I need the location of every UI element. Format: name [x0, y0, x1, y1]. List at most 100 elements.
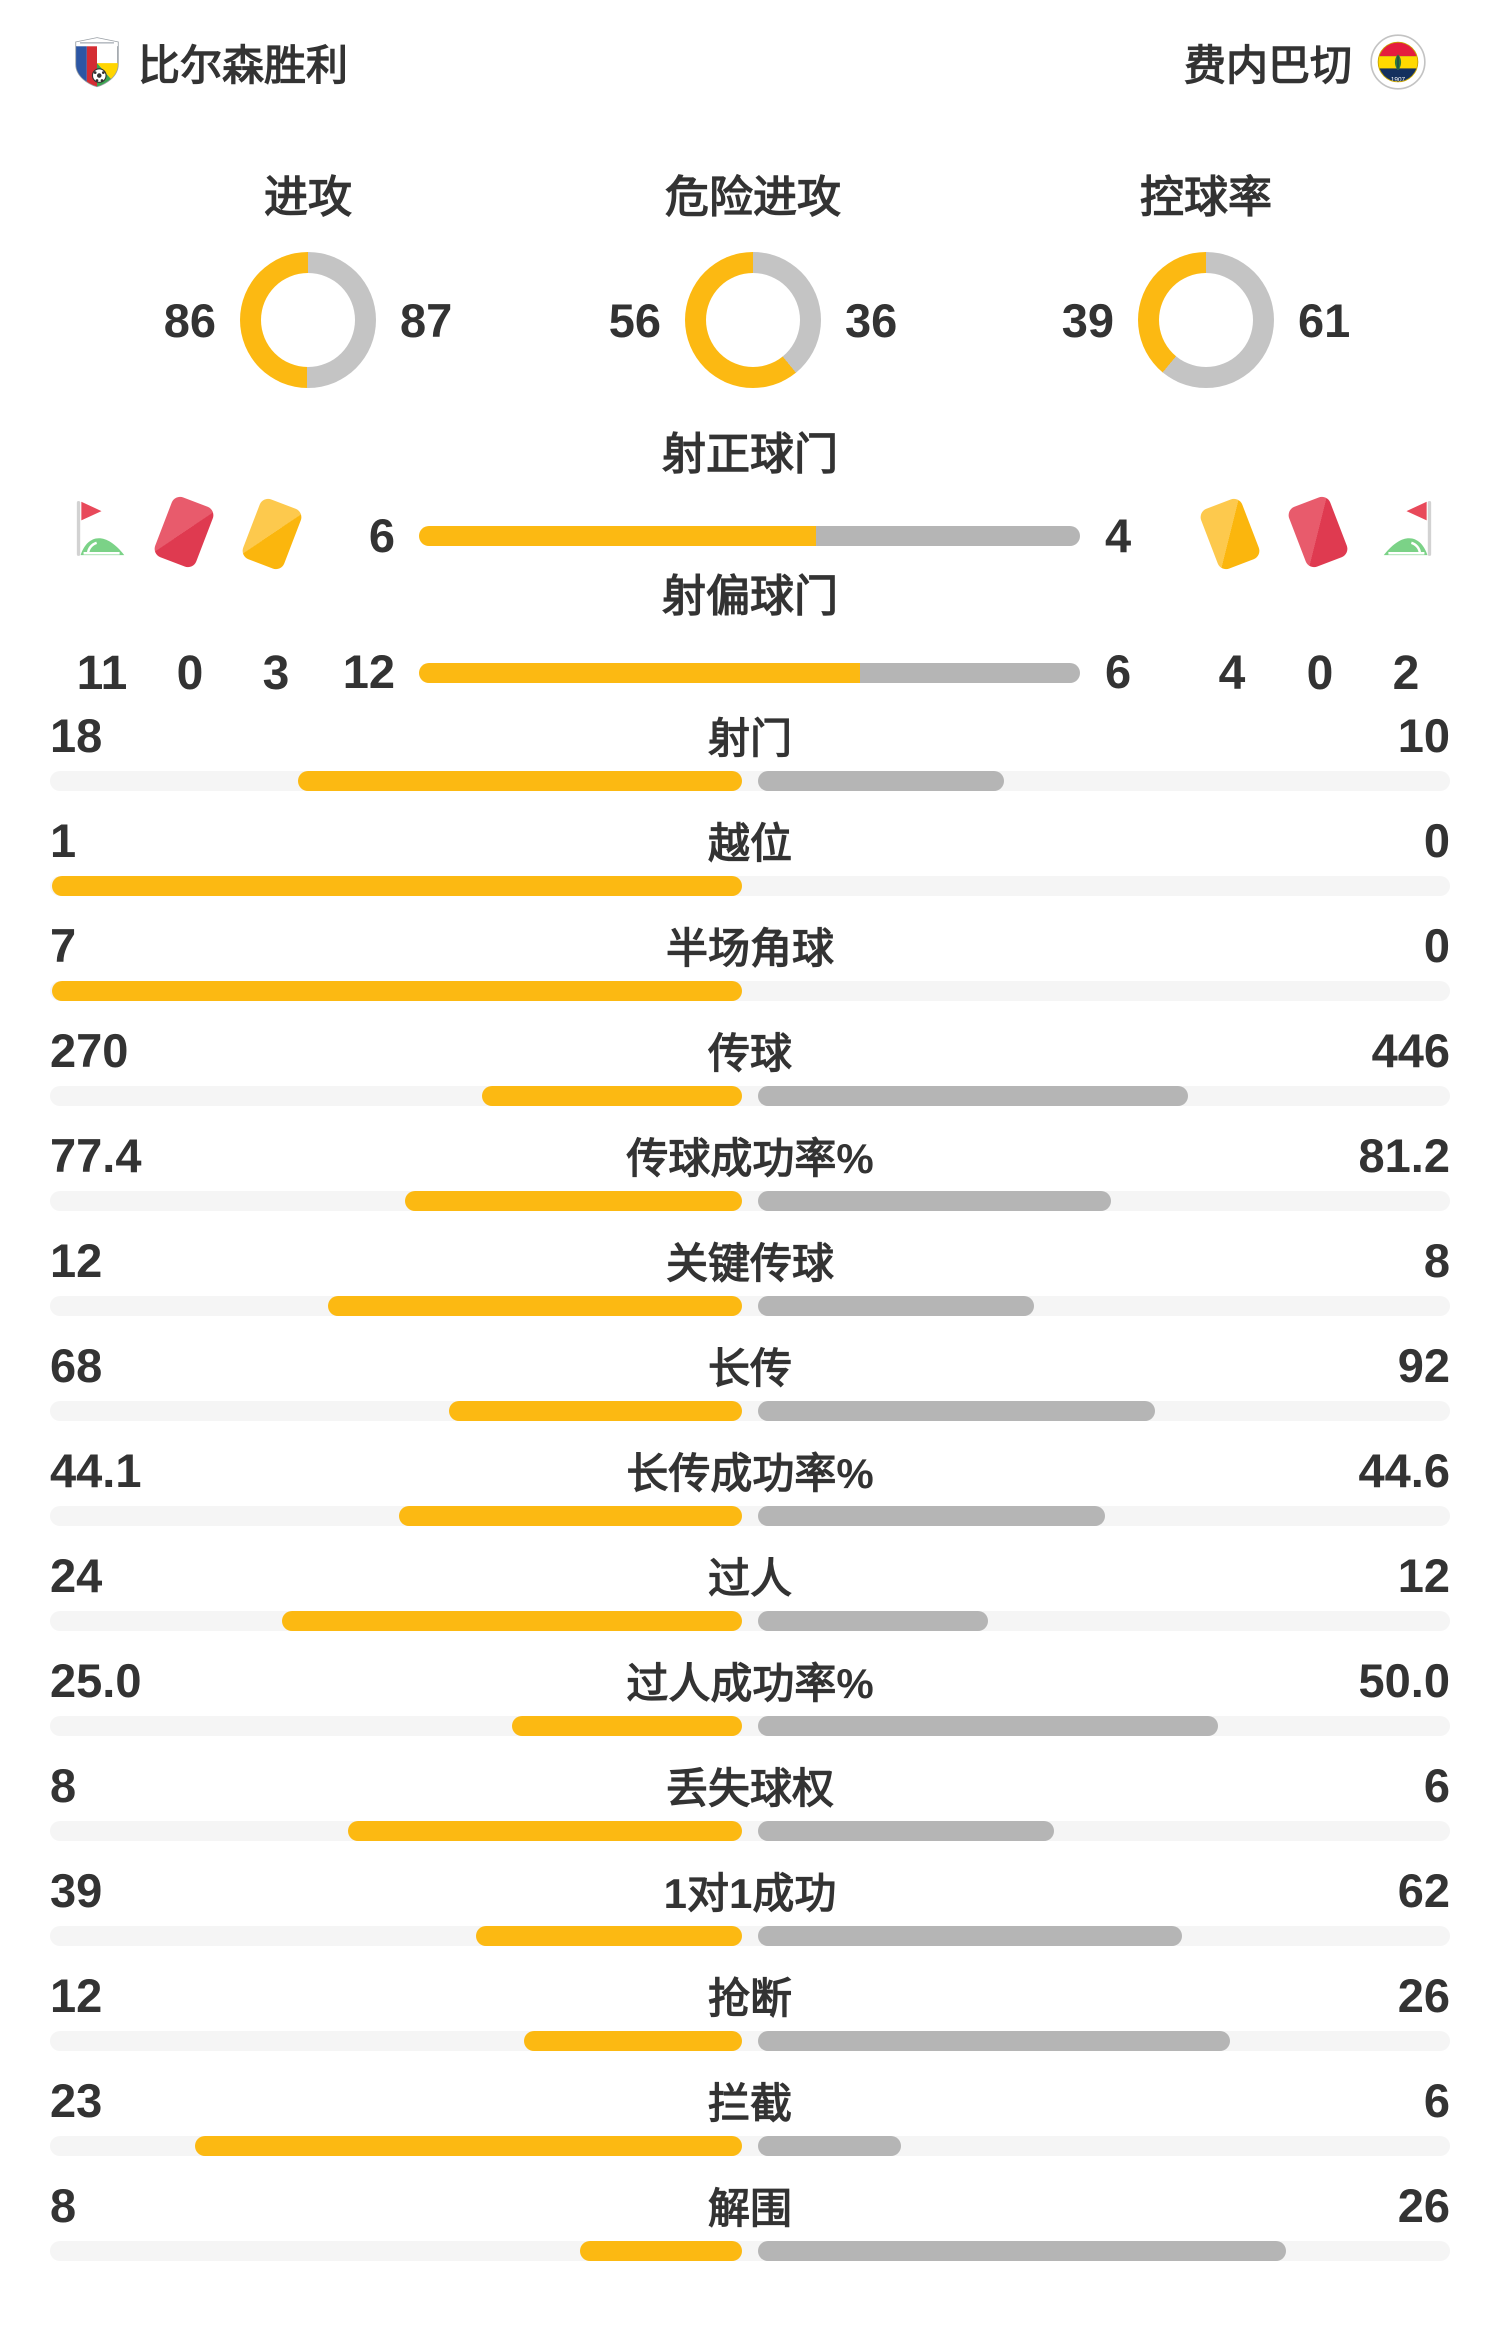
- stat-bar-away-segment: [758, 1506, 1105, 1526]
- stat-label: 1对1成功: [663, 1869, 837, 1917]
- stat-home-value: 270: [50, 1023, 129, 1077]
- stat-bar: [50, 876, 1450, 896]
- stat-row-passes: 270 传球 446: [0, 1022, 1500, 1127]
- stat-bar-home-segment: [475, 1926, 742, 1946]
- home-corner-flag-icon: [76, 501, 125, 556]
- stat-row-possession-lost: 8 丢失球权 6: [0, 1757, 1500, 1862]
- away-red-cards-count: 0: [1306, 647, 1334, 700]
- stat-row-dribbles: 24 过人 12: [0, 1547, 1500, 1652]
- stat-bar-away-segment: [758, 2031, 1231, 2051]
- stat-bar-away-segment: [758, 1296, 1034, 1316]
- stat-row-dribble-success: 25.0 过人成功率% 50.0: [0, 1652, 1500, 1757]
- stat-label: 越位: [707, 819, 792, 867]
- stat-bar-home-segment: [398, 1506, 742, 1526]
- stat-row-clearances: 8 解围 26: [0, 2177, 1500, 2282]
- stat-label: 解围: [707, 2184, 792, 2232]
- stat-bar-home-segment: [52, 981, 742, 1001]
- stat-bar-home-segment: [52, 876, 742, 896]
- home-red-cards-count: 0: [176, 647, 204, 700]
- svg-text:1907: 1907: [1391, 76, 1406, 83]
- shots-on-target-bar-away-segment: [815, 526, 1080, 546]
- shots-off-target-bar-home-segment: [419, 663, 860, 683]
- stat-away-value: 50.0: [1358, 1653, 1450, 1707]
- stat-bar: [50, 771, 1450, 791]
- stat-bar-home-segment: [328, 1296, 742, 1316]
- home-red-card-icon: [151, 494, 217, 570]
- away-yellow-card-icon: [1197, 496, 1263, 572]
- stat-bar-away-segment: [758, 2136, 901, 2156]
- stat-bar: [50, 1821, 1450, 1841]
- stat-bar-home-segment: [347, 1821, 742, 1841]
- stat-bar-away-segment: [758, 1401, 1155, 1421]
- stat-away-value: 0: [1423, 918, 1450, 972]
- shots-on-target-bar-home-segment: [419, 526, 816, 546]
- stat-label: 关键传球: [665, 1239, 834, 1287]
- stat-label: 过人: [707, 1554, 792, 1602]
- stat-row-offsides: 1 越位 0: [0, 812, 1500, 917]
- stat-label: 传球成功率%: [626, 1134, 874, 1182]
- donut-away-value-possession: 61: [1298, 293, 1351, 347]
- stat-label: 长传: [707, 1344, 792, 1392]
- donut-away-value-dangerous-attacks: 36: [845, 293, 898, 347]
- stat-away-value: 26: [1397, 1968, 1450, 2022]
- stat-bar-away-segment: [758, 1821, 1054, 1841]
- stat-away-value: 44.6: [1358, 1443, 1450, 1497]
- stat-label: 拦截: [707, 2079, 792, 2127]
- stat-away-value: 12: [1397, 1548, 1450, 1602]
- stat-bar-away-segment: [758, 771, 1005, 791]
- stat-away-value: 6: [1423, 1758, 1450, 1812]
- stat-bar-home-segment: [448, 1401, 742, 1421]
- stat-row-duels-won: 39 1对1成功 62: [0, 1862, 1500, 1967]
- home-team-header[interactable]: 比尔森胜利: [74, 28, 348, 96]
- stat-home-value: 8: [50, 1758, 77, 1812]
- stat-row-pass-success: 77.4 传球成功率% 81.2: [0, 1127, 1500, 1232]
- stat-label: 长传成功率%: [626, 1449, 874, 1497]
- stat-home-value: 12: [50, 1233, 103, 1287]
- shots-on-target-title: 射正球门: [662, 430, 838, 479]
- stat-row-key-passes: 12 关键传球 8: [0, 1232, 1500, 1337]
- stat-home-value: 24: [50, 1548, 103, 1602]
- shots-off-target-home-value: 12: [342, 645, 395, 698]
- stat-row-long-ball-success: 44.1 长传成功率% 44.6: [0, 1442, 1500, 1547]
- shots-off-target-title: 射偏球门: [662, 572, 838, 621]
- donut-chart-dangerous-attacks: [685, 252, 821, 388]
- stat-home-value: 68: [50, 1338, 103, 1392]
- stat-bar-away-segment: [758, 1191, 1112, 1211]
- stat-bar-home-segment: [298, 771, 742, 791]
- donut-away-value-attacks: 87: [400, 293, 453, 347]
- donut-home-value-attacks: 86: [163, 293, 216, 347]
- away-corner-flag-icon: [1383, 501, 1432, 556]
- stat-away-value: 0: [1423, 813, 1450, 867]
- stat-bar-home-segment: [579, 2241, 742, 2261]
- stat-away-value: 6: [1423, 2073, 1450, 2127]
- stat-home-value: 77.4: [50, 1128, 142, 1182]
- stat-bar-away-segment: [758, 1611, 988, 1631]
- stat-bar: [50, 1296, 1450, 1316]
- stat-label: 射门: [707, 714, 792, 762]
- stat-bar: [50, 1716, 1450, 1736]
- stat-bar-home-segment: [481, 1086, 742, 1106]
- stat-away-value: 81.2: [1358, 1128, 1450, 1182]
- stat-away-value: 10: [1397, 708, 1450, 762]
- stat-home-value: 1: [50, 813, 77, 867]
- donut-title-attacks: 进攻: [264, 173, 352, 222]
- away-team-header[interactable]: 费内巴切 1907: [1184, 28, 1426, 96]
- donut-group-attacks: 进攻 86 87: [78, 168, 538, 388]
- stat-bar: [50, 1926, 1450, 1946]
- stat-row-tackles: 12 抢断 26: [0, 1967, 1500, 2072]
- stat-bar: [50, 2136, 1450, 2156]
- shots-off-target-bar: [419, 663, 1080, 683]
- donut-chart-attacks: [240, 252, 376, 388]
- stat-home-value: 25.0: [50, 1653, 142, 1707]
- donut-title-dangerous-attacks: 危险进攻: [665, 173, 841, 222]
- stat-bar-away-segment: [758, 1926, 1182, 1946]
- shots-off-target-bar-away-segment: [859, 663, 1080, 683]
- stat-bar: [50, 1086, 1450, 1106]
- stat-bar: [50, 2031, 1450, 2051]
- away-team-logo-icon: 1907: [1370, 34, 1426, 90]
- stat-bar-home-segment: [405, 1191, 742, 1211]
- stat-bar-home-segment: [194, 2136, 742, 2156]
- stat-label: 传球: [707, 1029, 792, 1077]
- stat-label: 半场角球: [665, 924, 834, 972]
